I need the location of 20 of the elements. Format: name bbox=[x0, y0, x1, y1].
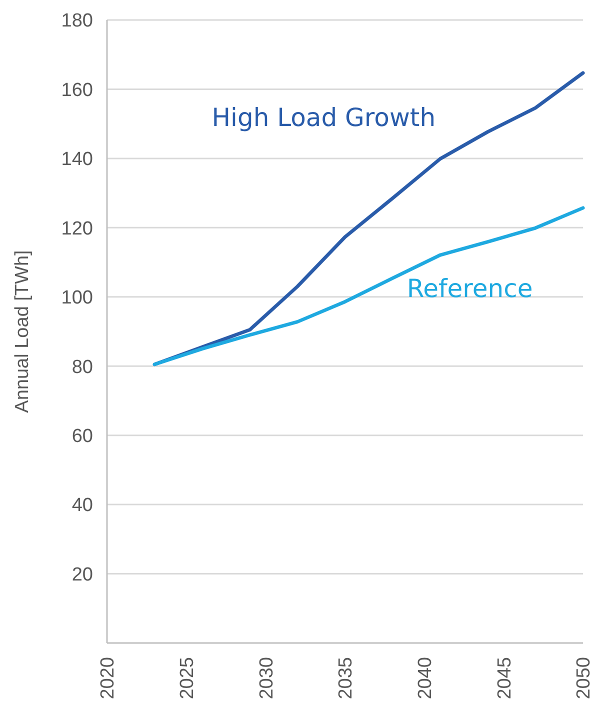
x-tick-label: 2030 bbox=[256, 657, 278, 700]
y-tick-label: 160 bbox=[61, 80, 93, 101]
y-tick-label: 80 bbox=[72, 356, 93, 378]
y-tick-label: 100 bbox=[61, 288, 93, 309]
series-label: High Load Growth bbox=[212, 102, 436, 132]
y-tick-label: 180 bbox=[61, 10, 93, 32]
line-series bbox=[152, 206, 585, 366]
x-tick-label: 2025 bbox=[176, 657, 198, 700]
y-tick-label: 40 bbox=[72, 495, 93, 516]
y-tick-label: 60 bbox=[72, 426, 93, 447]
x-tick-label: 2050 bbox=[574, 657, 595, 700]
x-tick-label: 2045 bbox=[494, 657, 516, 700]
y-tick-label: 120 bbox=[61, 218, 93, 240]
y-axis-title: Annual Load [TWh] bbox=[12, 250, 33, 413]
x-tick-label: 2035 bbox=[336, 657, 357, 700]
series-label: Reference bbox=[406, 274, 533, 304]
y-tick-label: 140 bbox=[61, 149, 93, 170]
x-tick-label: 2040 bbox=[414, 657, 436, 700]
y-tick-label: 20 bbox=[72, 564, 93, 586]
x-tick-label: 2020 bbox=[98, 657, 119, 700]
